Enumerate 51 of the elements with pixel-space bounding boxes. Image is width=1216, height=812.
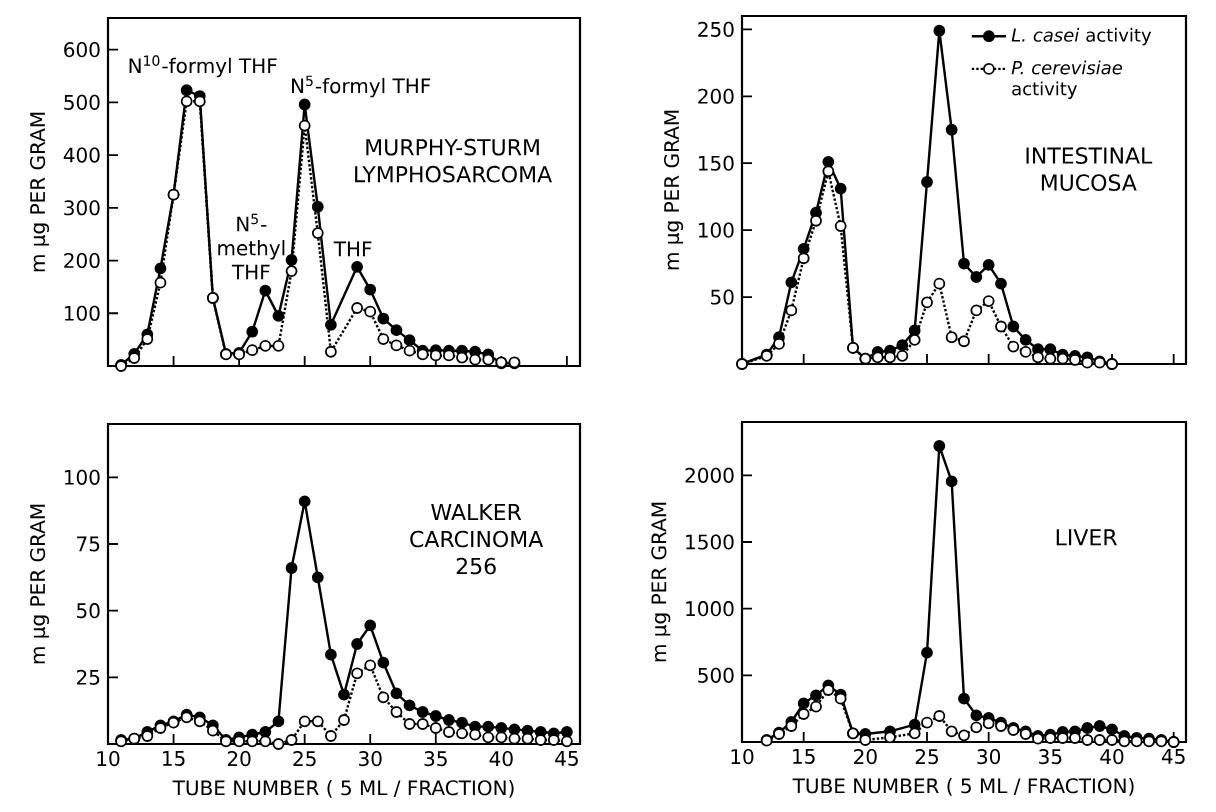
x-axis-title: TUBE NUMBER ( 5 ML / FRACTION) <box>172 779 514 798</box>
text: LIVER <box>1056 529 1117 546</box>
x-tick-label: 10 <box>97 751 120 767</box>
x-tick-label: 10 <box>731 749 754 765</box>
y-tick-label: 200 <box>698 88 734 104</box>
y-tick-label: 100 <box>64 305 100 321</box>
y-tick-label: 50 <box>711 289 734 305</box>
x-tick-label: 30 <box>977 749 1001 765</box>
x-tick-label: 40 <box>489 751 513 767</box>
x-tick-label: 25 <box>293 751 316 767</box>
y-axis-title: m μg PER GRAM <box>664 110 684 270</box>
y-tick-label: 250 <box>698 21 734 37</box>
legend-label: P. cerevisiae activity <box>1011 60 1123 99</box>
text: INTESTINAL MUCOSA <box>1026 147 1153 191</box>
annotation: N$^{5}$- methyl THF <box>218 213 285 280</box>
annotation: N$^{5}$-formyl THF <box>292 75 431 98</box>
x-tick-label: 25 <box>915 749 938 765</box>
y-tick-label: 25 <box>76 669 100 685</box>
x-tick-label: 45 <box>555 751 578 766</box>
x-tick-label: 35 <box>424 751 447 767</box>
x-tick-label: 30 <box>359 751 382 767</box>
annotation: N$^{10}$-formyl THF <box>129 55 277 78</box>
y-tick-label: 300 <box>64 200 100 216</box>
x-axis-title: TUBE NUMBER ( 5 ML / FRACTION) <box>792 777 1134 796</box>
x-tick-label: 20 <box>854 749 877 765</box>
text: WALKER CARCINOMA 256 <box>410 504 544 575</box>
y-tick-label: 500 <box>698 667 734 683</box>
y-tick-label: 75 <box>77 536 100 552</box>
y-tick-label: 400 <box>63 147 100 163</box>
x-tick-label: 15 <box>793 749 815 764</box>
y-axis-title: m μg PER GRAM <box>30 112 50 272</box>
x-tick-label: 15 <box>163 751 185 766</box>
y-tick-label: 1500 <box>686 534 734 550</box>
y-tick-label: 600 <box>64 42 100 58</box>
y-tick-label: 50 <box>77 603 100 619</box>
x-tick-label: 40 <box>1100 749 1124 765</box>
y-axis-title: m μg PER GRAM <box>651 502 671 662</box>
y-tick-label: 100 <box>698 222 734 238</box>
x-tick-label: 35 <box>1039 749 1062 765</box>
y-tick-label: 200 <box>64 252 100 269</box>
y-tick-label: 2000 <box>685 467 734 483</box>
y-tick-label: 150 <box>698 155 734 171</box>
y-tick-label: 1000 <box>686 601 734 617</box>
y-tick-label: 100 <box>64 469 100 485</box>
y-tick-label: 500 <box>64 94 100 110</box>
annotation: THF <box>333 241 372 257</box>
x-tick-label: 20 <box>227 751 251 767</box>
legend-label: L. casei activity <box>1011 27 1152 46</box>
y-axis-title: m μg PER GRAM <box>30 504 50 664</box>
text: MURPHY-STURM LYMPHOSARCOMA <box>355 138 552 183</box>
x-tick-label: 45 <box>1161 749 1185 764</box>
